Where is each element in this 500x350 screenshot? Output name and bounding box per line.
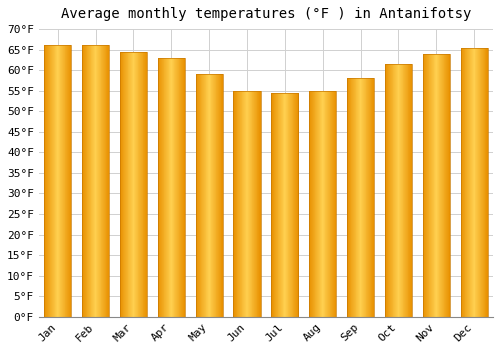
Bar — [422, 54, 450, 317]
Bar — [196, 74, 223, 317]
Bar — [82, 46, 109, 317]
Bar — [44, 46, 72, 317]
Bar — [385, 64, 412, 317]
Bar — [271, 93, 298, 317]
Bar — [158, 58, 185, 317]
Bar — [120, 52, 147, 317]
Title: Average monthly temperatures (°F ) in Antanifotsy: Average monthly temperatures (°F ) in An… — [60, 7, 471, 21]
Bar — [309, 91, 336, 317]
Bar — [234, 91, 260, 317]
Bar — [347, 78, 374, 317]
Bar — [460, 48, 488, 317]
